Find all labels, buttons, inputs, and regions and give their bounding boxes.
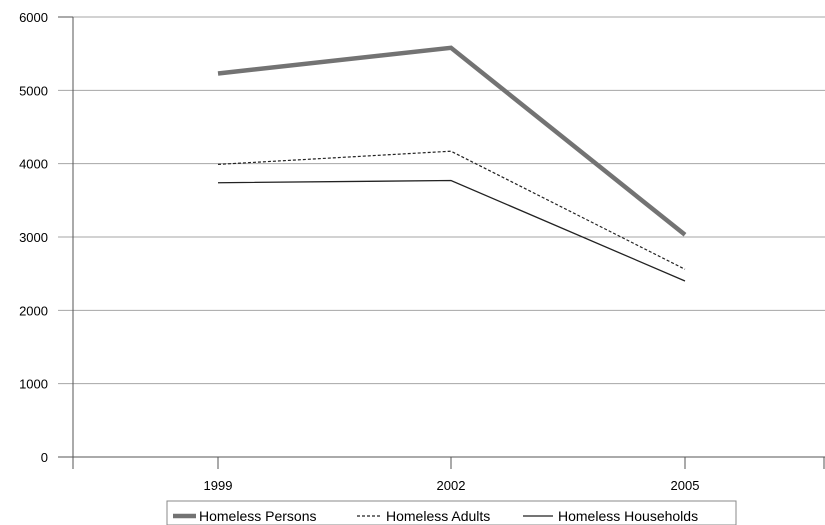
legend-box [166,500,737,525]
y-tick-label: 0 [41,450,48,465]
y-tick-label: 3000 [19,230,48,245]
series-lines [217,45,687,282]
y-tick-label: 6000 [19,10,48,25]
axes: 0 1000 2000 3000 4000 5000 6000 1999 2002 2005 [19,10,825,493]
legend-label-1: Homeless Persons [199,508,317,524]
series-line-3 [217,179,686,282]
x-tick-label: 2002 [437,478,466,493]
series-line-1 [217,45,687,237]
x-tick-label: 2005 [671,478,700,493]
series-line-2 [217,150,686,270]
legend: Homeless Persons Homeless Adults Homeless … [166,500,737,525]
legend-label-2: Homeless Adults [386,508,490,524]
x-tick-label: 1999 [204,478,233,493]
y-tick-label: 2000 [19,303,48,318]
y-tick-label: 5000 [19,83,48,98]
y-tick-label: 1000 [19,377,48,392]
legend-label-3: Homeless Households [558,508,698,524]
grid-lines [58,16,825,385]
y-tick-label: 4000 [19,157,48,172]
